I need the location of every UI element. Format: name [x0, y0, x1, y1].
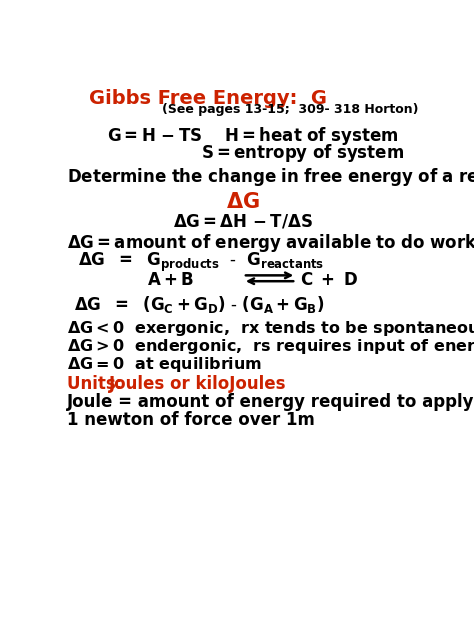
Text: Joules or kiloJoules: Joules or kiloJoules	[109, 375, 286, 393]
Text: $\bf{\Delta G\ \ =\ \ G_{products}\ \ \text{-}\ \ G_{reactants}}$: $\bf{\Delta G\ \ =\ \ G_{products}\ \ \t…	[78, 251, 324, 274]
Text: $\bf{\Delta G = \Delta H\,-T/\Delta S}$: $\bf{\Delta G = \Delta H\,-T/\Delta S}$	[173, 212, 313, 230]
Text: Gibbs Free Energy:  G: Gibbs Free Energy: G	[89, 90, 327, 109]
Text: $\bf{\Delta G = 0}$  at equilibrium: $\bf{\Delta G = 0}$ at equilibrium	[66, 355, 262, 374]
Text: Units:: Units:	[66, 375, 128, 393]
Text: $\bf{\Delta G\ \ =\ \ (G_C + G_D)\ \text{-}\ (G_A + G_B)}$: $\bf{\Delta G\ \ =\ \ (G_C + G_D)\ \text…	[74, 295, 324, 315]
Text: $\bf{S = entropy\ of\ system}$: $\bf{S = entropy\ of\ system}$	[201, 142, 404, 164]
Text: 1 newton of force over 1m: 1 newton of force over 1m	[66, 411, 314, 428]
Text: $\bf{\Delta G > 0}$  endergonic,  rs requires input of energy: $\bf{\Delta G > 0}$ endergonic, rs requi…	[66, 337, 474, 356]
Text: $\bf{A + B}$: $\bf{A + B}$	[147, 272, 194, 289]
Text: $\bf{\Delta G < 0}$  exergonic,  rx tends to be spontaneous: $\bf{\Delta G < 0}$ exergonic, rx tends …	[66, 319, 474, 338]
Text: $\bf{G = H\,-TS}$    $\bf{H = heat\ of\ system}$: $\bf{G = H\,-TS}$ $\bf{H = heat\ of\ sys…	[107, 125, 399, 147]
Text: $\bf{Determine\ the\ change\ in\ free\ energy\ of\ a\ reaction}$: $\bf{Determine\ the\ change\ in\ free\ e…	[66, 166, 474, 188]
Text: $\bf{C\ +\ D}$: $\bf{C\ +\ D}$	[300, 272, 358, 289]
Text: $\bf{\Delta G = amount\ of\ energy\ available\ to\ do\ work}$: $\bf{\Delta G = amount\ of\ energy\ avai…	[66, 231, 474, 253]
Text: Joule = amount of energy required to apply: Joule = amount of energy required to app…	[66, 393, 474, 411]
Text: (See pages 13-15;  309- 318 Horton): (See pages 13-15; 309- 318 Horton)	[162, 102, 419, 116]
Text: $\bf{\Delta G}$: $\bf{\Delta G}$	[226, 191, 260, 212]
